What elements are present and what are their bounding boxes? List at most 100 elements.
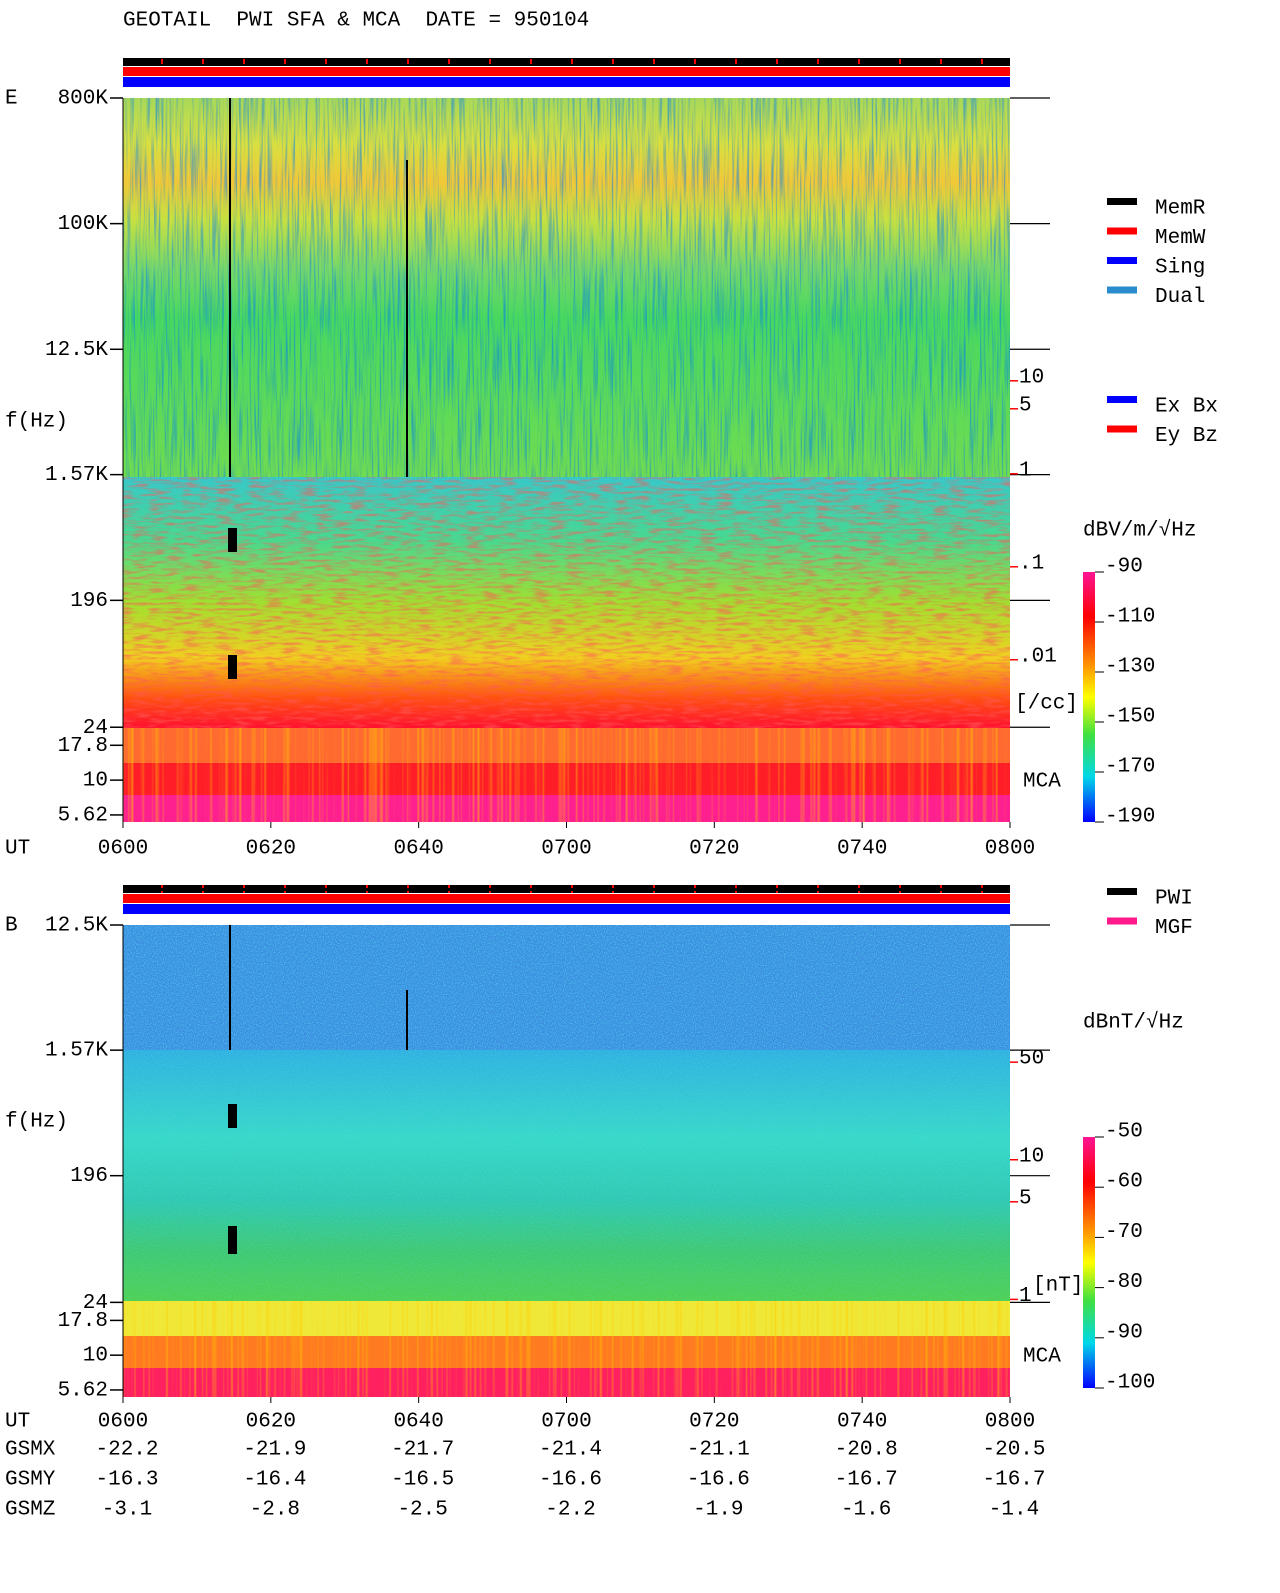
y2-tick-label: 10 [1019,366,1044,389]
data-gap [228,1104,237,1128]
panel-label: E [5,88,18,111]
colorbar [1083,1137,1095,1388]
legend-label: MemW [1155,227,1206,250]
colorbar [1083,572,1095,822]
status-bar [123,67,1010,76]
orbit-value: -16.6 [539,1469,602,1492]
orbit-value: -16.7 [835,1469,898,1492]
x-tick-label: 0640 [393,838,443,861]
orbit-label: GSMX [5,1439,56,1462]
orbit-value: -16.7 [982,1469,1045,1492]
y2-tick-label: 5 [1019,394,1032,417]
x-axis-label: UT [5,1411,30,1434]
x-tick-label: 0700 [541,1411,591,1434]
legend-swatch [1107,917,1137,925]
y-tick-label: 196 [70,590,108,613]
legend-label: Ey Bz [1155,425,1218,448]
y-axis-label: f(Hz) [5,1111,68,1134]
colorbar-tick-label: -50 [1105,1121,1143,1144]
colorbar-label: dBV/m/√Hz [1083,519,1196,543]
y-tick-label: 100K [58,213,109,236]
x-tick-label: 0800 [985,838,1035,861]
x-tick-label: 0620 [246,1411,296,1434]
spectrogram-texture [123,1050,1010,1301]
spectrogram-texture [123,477,1010,728]
data-gap [228,528,237,552]
legend-swatch [1107,257,1137,264]
y-axis-label: f(Hz) [5,411,68,434]
y-tick-label: 24 [83,717,108,740]
y-tick-label: 1.57K [45,464,108,487]
orbit-value: -1.6 [841,1499,891,1522]
orbit-value: -20.5 [982,1439,1045,1462]
y2-tick-label: 1 [1019,459,1032,482]
orbit-value: -16.5 [391,1469,454,1492]
status-bar [123,904,1010,914]
y-tick-label: 1.57K [45,1040,108,1063]
colorbar-tick-label: -130 [1105,656,1155,679]
status-bar [123,894,1010,903]
data-gap [229,98,231,477]
panel-label: B [5,915,18,938]
page-title: GEOTAIL PWI SFA & MCA DATE = 950104 [123,10,589,33]
y-tick-label: 800K [58,88,109,111]
orbit-value: -21.9 [243,1439,306,1462]
colorbar-tick-label: -170 [1105,756,1155,779]
x-tick-label: 0720 [689,838,739,861]
y-tick-label: 196 [70,1165,108,1188]
colorbar-tick-label: -60 [1105,1171,1143,1194]
x-tick-label: 0720 [689,1411,739,1434]
orbit-value: -16.6 [687,1469,750,1492]
colorbar-tick-label: -110 [1105,606,1155,629]
legend-swatch [1107,286,1137,294]
orbit-value: -21.4 [539,1439,602,1462]
colorbar-label: dBnT/√Hz [1083,1011,1184,1035]
y-tick-label: 17.8 [58,1310,108,1333]
orbit-value: -2.5 [397,1499,447,1522]
x-tick-label: 0740 [837,838,887,861]
x-tick-label: 0640 [393,1411,443,1434]
colorbar-tick-label: -100 [1105,1372,1155,1395]
legend-swatch [1107,396,1137,403]
legend-swatch [1107,198,1137,205]
mca-label: MCA [1023,1346,1061,1369]
y2-axis-label: [/cc] [1015,693,1078,716]
y-tick-label: 10 [83,770,108,793]
y-tick-label: 5.62 [58,1379,108,1402]
legend-label: Dual [1155,286,1205,309]
y-tick-label: 24 [83,1292,108,1315]
orbit-value: -2.8 [250,1499,300,1522]
legend-swatch [1107,425,1137,433]
orbit-label: GSMZ [5,1499,55,1522]
legend-swatch [1107,888,1137,895]
orbit-value: -21.7 [391,1439,454,1462]
orbit-value: -1.9 [693,1499,743,1522]
spectrogram-texture [123,98,1010,477]
y-tick-label: 17.8 [58,735,108,758]
orbit-value: -2.2 [545,1499,595,1522]
orbit-value: -16.3 [95,1469,158,1492]
data-gap [406,990,408,1050]
data-gap [229,925,231,1050]
y-tick-label: 12.5K [45,915,108,938]
colorbar-tick-label: -150 [1105,706,1155,729]
legend-label: PWI [1155,888,1193,911]
orbit-label: GSMY [5,1469,56,1492]
y2-axis-label: [nT] [1033,1275,1083,1298]
orbit-value: -16.4 [243,1469,306,1492]
x-tick-label: 0620 [246,838,296,861]
y2-tick-label: 5 [1019,1187,1032,1210]
mca-texture [123,728,1010,822]
x-axis-label: UT [5,838,30,861]
y2-tick-label: .1 [1019,552,1044,575]
orbit-value: -20.8 [835,1439,898,1462]
legend-label: Ex Bx [1155,396,1218,419]
orbit-value: -3.1 [102,1499,152,1522]
y-tick-label: 5.62 [58,804,108,827]
y-tick-label: 12.5K [45,339,108,362]
status-bar [123,885,1010,893]
mca-label: MCA [1023,771,1061,794]
data-gap [406,160,408,477]
x-tick-label: 0700 [541,838,591,861]
y2-tick-label: 10 [1019,1145,1044,1168]
